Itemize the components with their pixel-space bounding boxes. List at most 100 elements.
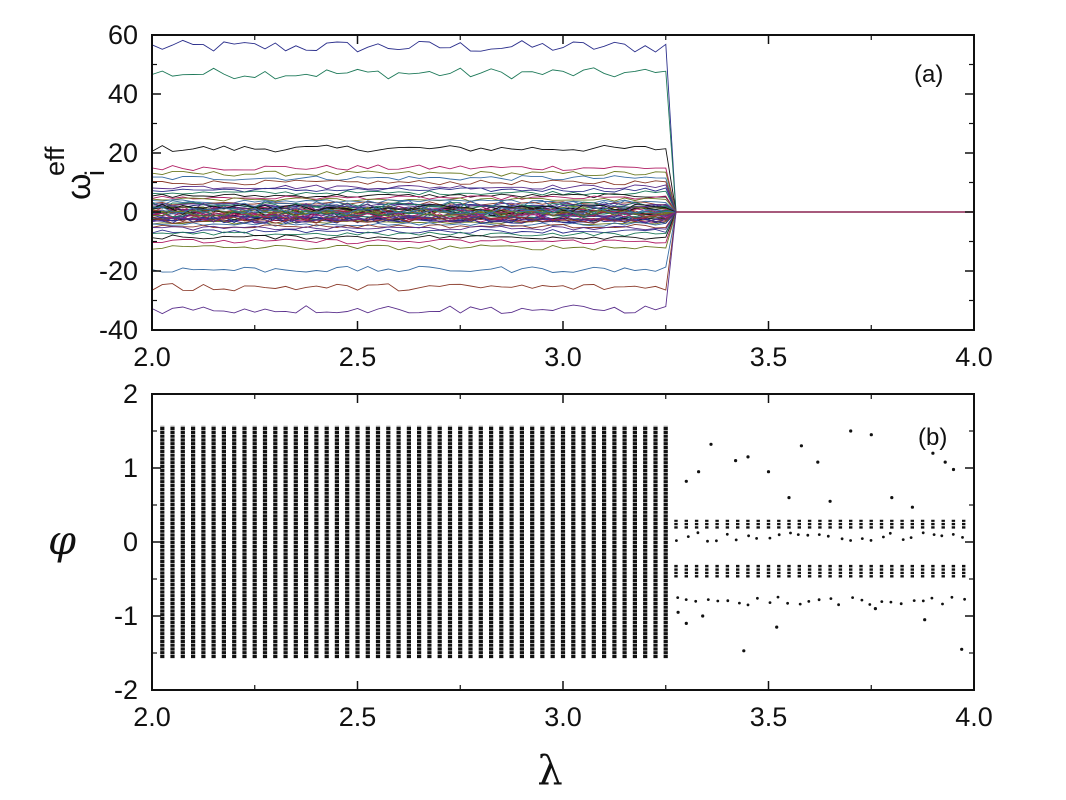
panel-b-point xyxy=(849,429,853,433)
panel-b-xtick-label: 3.5 xyxy=(750,702,788,732)
panel-b-ylabel: φ xyxy=(48,518,76,564)
panel-a-series-line xyxy=(151,211,677,237)
panel-a-series-line xyxy=(151,211,677,234)
panel-b-point xyxy=(734,459,738,463)
panel-a-ylabel-superscript: eff xyxy=(40,146,70,176)
panel-b: 2.0 2.5 3.0 3.5 4.0 -2 -1 0 1 2 (b) φ λ xyxy=(48,379,993,794)
panel-b-point xyxy=(796,533,800,536)
panel-b-point xyxy=(747,534,750,538)
panel-b-point xyxy=(684,621,688,626)
panel-a-series-line xyxy=(151,39,677,213)
panel-b-point xyxy=(768,601,772,604)
panel-a-series-line xyxy=(151,211,677,231)
panel-b-point xyxy=(746,603,750,607)
panel-a-series-line xyxy=(151,211,677,274)
panel-b-point xyxy=(799,444,804,448)
panel-b-point xyxy=(943,460,947,464)
panel-a-series-line xyxy=(152,175,677,213)
panel-a-series-line xyxy=(151,209,677,218)
panel-a-series-line xyxy=(151,202,677,213)
panel-b-point xyxy=(837,603,840,607)
panel-a-series-line xyxy=(151,211,677,223)
panel-a-series-line xyxy=(151,193,677,213)
panel-b-point xyxy=(746,455,750,459)
panel-a: 2.0 2.5 3.0 3.5 4.0 -40 -20 0 20 40 60 (a) ω i eff xyxy=(40,20,993,372)
panel-b-point xyxy=(901,538,905,541)
panel-b-point xyxy=(675,539,678,542)
panel-b-point xyxy=(706,598,710,601)
panel-b-point xyxy=(738,601,741,605)
panel-a-ytick-label: 60 xyxy=(108,20,138,50)
panel-a-series-line xyxy=(151,170,677,213)
panel-b-point xyxy=(676,596,680,599)
panel-b-point xyxy=(786,601,789,605)
panel-a-series-line xyxy=(151,67,677,213)
panel-b-point xyxy=(676,610,680,614)
panel-b-point xyxy=(694,599,698,603)
panel-b-xtick-label: 4.0 xyxy=(955,702,993,732)
panel-b-point xyxy=(715,539,718,543)
panel-b-point xyxy=(734,538,738,542)
panel-a-series-line xyxy=(151,211,677,315)
panel-b-point xyxy=(880,600,884,603)
panel-b-point xyxy=(950,595,954,599)
panel-b-point xyxy=(890,496,894,500)
panel-b-point xyxy=(817,533,821,536)
panel-a-series-line xyxy=(151,211,677,225)
panel-a-ytick-label: 20 xyxy=(108,138,138,168)
panel-b-point xyxy=(932,533,936,536)
panel-b-point xyxy=(697,470,701,474)
panel-b-point xyxy=(696,531,700,535)
panel-a-series-line xyxy=(151,211,677,224)
panel-b-point xyxy=(777,533,781,537)
panel-a-series-line xyxy=(151,197,677,213)
panel-b-point xyxy=(701,614,705,618)
panel-b-point xyxy=(725,532,729,536)
panel-b-point xyxy=(868,603,872,606)
panel-b-point xyxy=(921,599,925,603)
panel-b-point xyxy=(686,535,690,538)
panel-a-ytick-label: -40 xyxy=(99,315,138,345)
panel-a-xtick-label: 3.5 xyxy=(750,342,788,372)
panel-b-point xyxy=(684,479,688,483)
panel-b-point xyxy=(775,625,779,629)
panel-b-point xyxy=(851,596,854,599)
panel-b-point xyxy=(684,598,688,601)
panel-b-point xyxy=(840,537,844,541)
panel-b-ytick-label: -1 xyxy=(114,601,138,631)
panel-b-point xyxy=(726,599,730,603)
panel-b-point xyxy=(768,536,772,540)
panel-b-ytick-label: 2 xyxy=(123,379,138,409)
panel-b-point xyxy=(817,598,821,602)
panel-b-point xyxy=(963,597,966,601)
panel-b-ytick-label: -2 xyxy=(114,675,138,705)
panel-b-point xyxy=(921,531,925,535)
panel-b-xtick-label: 3.0 xyxy=(544,702,582,732)
panel-b-point xyxy=(909,536,913,539)
panel-b-point xyxy=(798,602,802,606)
panel-b-point xyxy=(806,533,810,537)
panel-b-point xyxy=(869,433,873,437)
panel-b-point xyxy=(706,539,709,543)
panel-b-point xyxy=(889,600,893,604)
panel-b-point xyxy=(756,596,759,600)
panel-a-series-line xyxy=(151,144,677,213)
panel-b-points xyxy=(160,425,966,659)
panel-b-point xyxy=(860,598,864,602)
panel-b-ytick-label: 1 xyxy=(123,453,138,483)
panel-b-point xyxy=(899,602,903,606)
panel-b-point xyxy=(869,539,873,542)
panel-b-ytick-label: 0 xyxy=(123,527,138,557)
panel-b-point xyxy=(941,602,944,606)
panel-b-point xyxy=(755,537,758,540)
panel-a-series-line xyxy=(151,203,677,213)
panel-b-point xyxy=(930,596,934,600)
panel-a-series-line xyxy=(151,209,677,218)
panel-b-point xyxy=(931,451,935,455)
panel-b-point xyxy=(960,647,964,651)
panel-b-xlabel: λ xyxy=(537,748,562,794)
panel-b-xtick-label: 2.0 xyxy=(133,702,171,732)
panel-b-point xyxy=(776,595,780,599)
panel-a-series-line xyxy=(151,184,677,213)
